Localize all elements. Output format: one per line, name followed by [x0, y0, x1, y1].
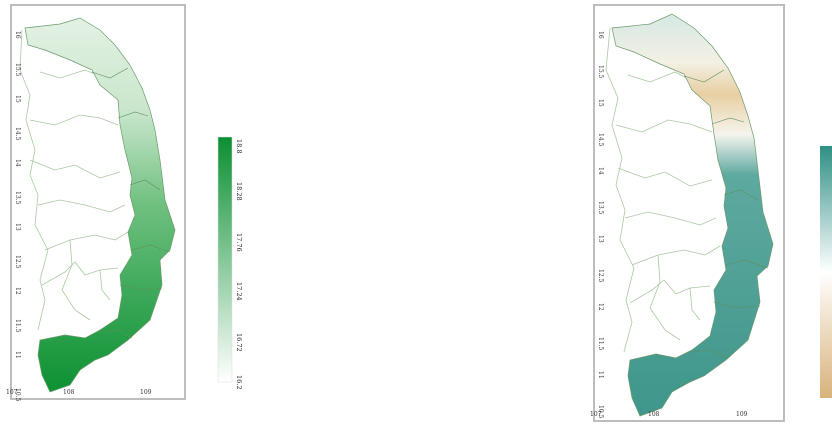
left-map-region [24, 17, 176, 393]
right-x-tick: 107 [590, 411, 602, 418]
left-y-tick: 10.5 [14, 388, 21, 402]
right-y-tick: 13 [597, 235, 604, 243]
left-y-tick: 14 [14, 159, 21, 167]
left-y-tick: 16 [14, 31, 21, 39]
left-y-tick: 15 [14, 95, 21, 103]
left-x-tick: 109 [140, 389, 152, 396]
right-map-province-borders [683, 69, 769, 359]
left-colorbar-tick: 16.72 [235, 333, 243, 352]
left-colorbar-tick: 17.76 [235, 233, 243, 252]
left-colorbar-tick: 18.8 [235, 139, 243, 153]
right-y-tick: 10.5 [597, 405, 604, 419]
left-map-y-ticks: 16 15.5 15 14.5 14 13.5 13 12.5 12 11.5 … [14, 31, 21, 402]
left-colorbar: 18.8 18.28 17.76 17.24 16.72 16.2 [217, 136, 243, 389]
right-y-tick: 14.5 [597, 133, 604, 147]
left-colorbar-tick: 17.24 [235, 282, 243, 301]
left-y-tick: 13.5 [14, 191, 21, 205]
right-map-y-ticks: 16 15.5 15 14.5 14 13.5 13 12.5 12 11.5 … [597, 31, 604, 419]
right-x-tick: 108 [648, 411, 660, 418]
left-map-province-borders [91, 67, 171, 339]
right-x-tick: 109 [736, 411, 748, 418]
right-map-x-ticks: 107 108 109 [590, 411, 748, 418]
left-y-tick: 15.5 [14, 63, 21, 77]
left-y-tick: 12 [14, 287, 21, 295]
right-map-region [611, 13, 774, 417]
right-y-tick: 11.5 [597, 337, 604, 351]
right-y-tick: 15 [597, 99, 604, 107]
right-map: 16 15.5 15 14.5 14 13.5 13 12.5 12 11.5 … [590, 4, 785, 422]
right-y-tick: 11 [597, 371, 604, 379]
left-x-tick: 107 [6, 389, 18, 396]
right-y-tick: 13.5 [597, 201, 604, 215]
left-map: 16 15.5 15 14.5 14 13.5 13 12.5 12 11.5 … [6, 4, 186, 402]
left-colorbar-tick: 16.2 [235, 375, 243, 389]
left-map-x-ticks: 107 108 109 [6, 389, 152, 396]
left-y-tick: 11.5 [14, 319, 21, 333]
right-y-tick: 12 [597, 303, 604, 311]
left-y-tick: 11 [14, 351, 21, 359]
right-y-tick: 16 [597, 31, 604, 39]
right-y-tick: 14 [597, 167, 604, 175]
right-colorbar [820, 146, 832, 398]
right-y-tick: 15.5 [597, 65, 604, 79]
left-y-tick: 13 [14, 223, 21, 231]
left-y-tick: 12.5 [14, 255, 21, 269]
right-y-tick: 12.5 [597, 269, 604, 283]
left-map-neighbor-borders [19, 29, 129, 331]
left-y-tick: 14.5 [14, 127, 21, 141]
left-x-tick: 108 [63, 389, 75, 396]
left-colorbar-bar [217, 136, 233, 383]
right-colorbar-bar [820, 146, 832, 398]
left-colorbar-tick: 18.28 [235, 182, 243, 201]
